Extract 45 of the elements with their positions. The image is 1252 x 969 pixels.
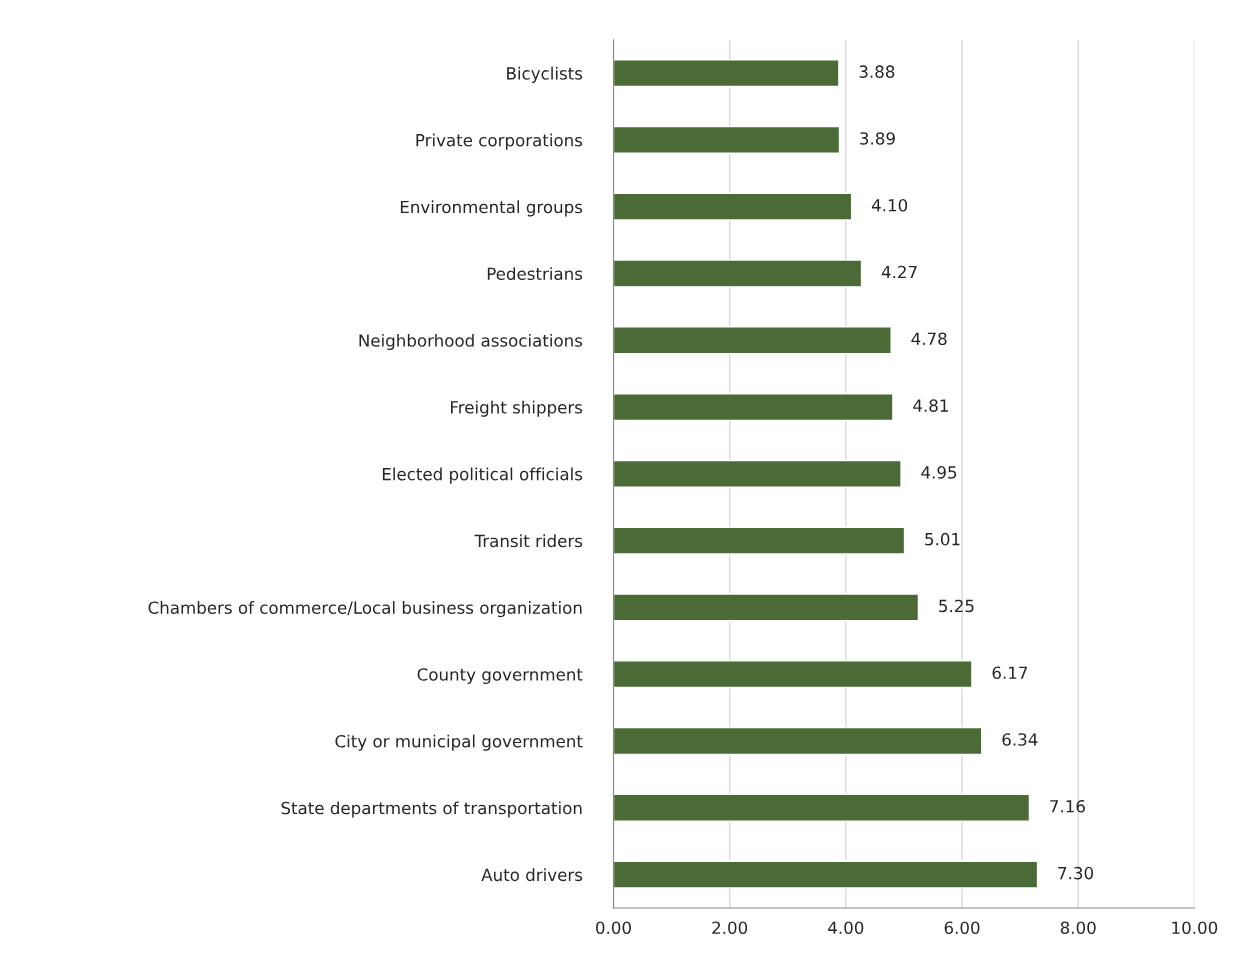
data-label: 7.30 [1058,866,1093,880]
x-tick-label: 6.00 [944,921,980,935]
bar [613,125,841,154]
data-label: 4.81 [913,399,948,412]
x-tick-label: 4.00 [828,921,864,935]
bar [613,726,983,756]
bar [613,793,1031,822]
bar [613,192,853,221]
y-tick-label: Environmental groups [400,200,583,217]
data-label: 5.25 [939,599,974,613]
data-label: 3.89 [860,132,895,145]
y-tick-label: State departments of transportation [281,801,582,818]
bar [613,526,906,555]
bar [613,660,973,689]
bar [613,860,1039,889]
y-tick-label: Neighborhood associations [359,333,583,351]
y-tick-label: Elected political officials [382,467,583,484]
bar [613,259,863,288]
bar [613,593,920,622]
y-tick-label: Auto drivers [481,868,583,882]
data-label: 4.10 [871,198,908,212]
bar [613,393,894,422]
x-tick-label: 2.00 [712,921,748,935]
y-tick-label: Freight shippers [451,400,583,417]
y-tick-label: Bicyclists [507,66,583,83]
y-tick-label: Chambers of commerce/Local business organization [148,601,582,618]
data-label: 7.16 [1050,800,1085,813]
data-label: 4.78 [911,332,947,346]
y-tick-label: County government [417,668,583,684]
data-label: 4.95 [921,466,957,479]
data-label: 5.01 [925,532,960,546]
bar [613,326,892,355]
bar [613,59,840,88]
bar [613,459,902,488]
y-tick-label: Private corporations [416,133,583,150]
data-label: 4.27 [881,265,917,279]
data-label: 6.34 [1002,733,1038,746]
data-label: 3.88 [859,65,895,78]
x-tick-label: 0.00 [596,921,631,935]
y-tick-label: City or municipal government [335,734,583,751]
y-tick-label: Pedestrians [487,267,583,281]
data-label: 6.17 [992,666,1028,680]
x-tick-label: 10.00 [1172,921,1218,935]
x-tick-label: 8.00 [1060,921,1096,935]
y-tick-label: Transit riders [474,534,583,548]
